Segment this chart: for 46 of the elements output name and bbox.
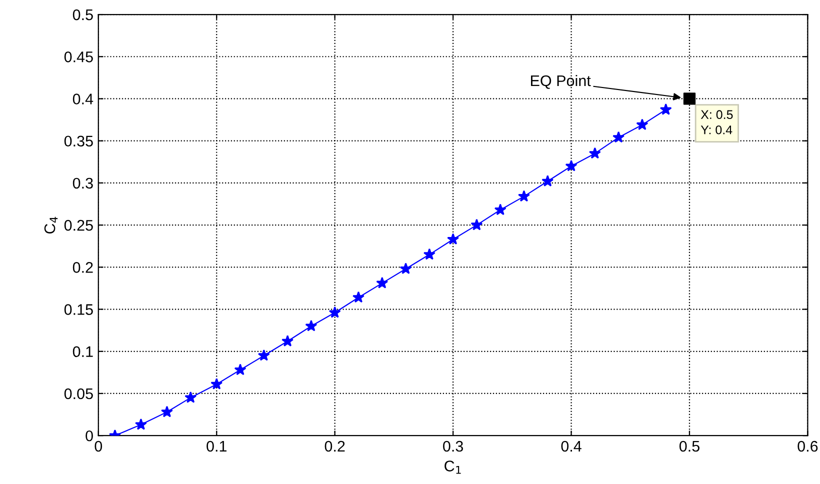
- point: [660, 103, 672, 115]
- y-tick-label: 0.1: [72, 346, 93, 358]
- x-tick-label: 0.4: [561, 440, 582, 452]
- x-tick-label: 0.2: [324, 440, 345, 452]
- y-tick-label: 0.35: [64, 136, 93, 147]
- point: [160, 406, 173, 418]
- point: [423, 248, 436, 260]
- y-tick-label: 0.5: [72, 9, 93, 20]
- annotation: X: 0.5 Y: 0.4: [700, 110, 733, 134]
- x-tick-label: 0: [94, 440, 102, 452]
- point: [234, 364, 246, 376]
- point: [612, 131, 625, 143]
- y-axis-title: C$_{4}$: [44, 216, 58, 234]
- y-tick-label: 0.25: [64, 220, 93, 231]
- point: [565, 160, 578, 172]
- annotation: EQ Point: [531, 74, 591, 89]
- point: [494, 204, 506, 216]
- x-tick-label: 0.6: [798, 440, 818, 452]
- point: [588, 147, 601, 159]
- y-tick-label: 0.4: [72, 94, 94, 104]
- point: [518, 190, 530, 202]
- point: [376, 276, 388, 288]
- point: [636, 118, 648, 130]
- point: [305, 320, 318, 332]
- point: [352, 291, 364, 303]
- point: [258, 349, 270, 361]
- x-tick-label: 0.1: [206, 440, 226, 452]
- point: [542, 175, 554, 186]
- point: [470, 218, 483, 230]
- y-tick-label: 0: [86, 430, 93, 442]
- point: [683, 92, 696, 105]
- point: [210, 378, 223, 390]
- point: [328, 306, 341, 318]
- y-tick-label: 0.45: [64, 51, 93, 62]
- point: [400, 262, 412, 274]
- y-tick-label: 0.15: [64, 304, 93, 315]
- x-tick-label: 0.3: [443, 440, 463, 452]
- point: [447, 233, 460, 245]
- point: [184, 391, 197, 403]
- y-tick-label: 0.05: [64, 388, 93, 400]
- x-axis-title: C$_{1}$: [444, 460, 461, 474]
- point: [134, 418, 147, 430]
- x-tick-label: 0.5: [679, 440, 700, 452]
- y-tick-label: 0.2: [72, 262, 93, 273]
- y-tick-label: 0.3: [72, 178, 93, 189]
- point: [282, 335, 294, 346]
